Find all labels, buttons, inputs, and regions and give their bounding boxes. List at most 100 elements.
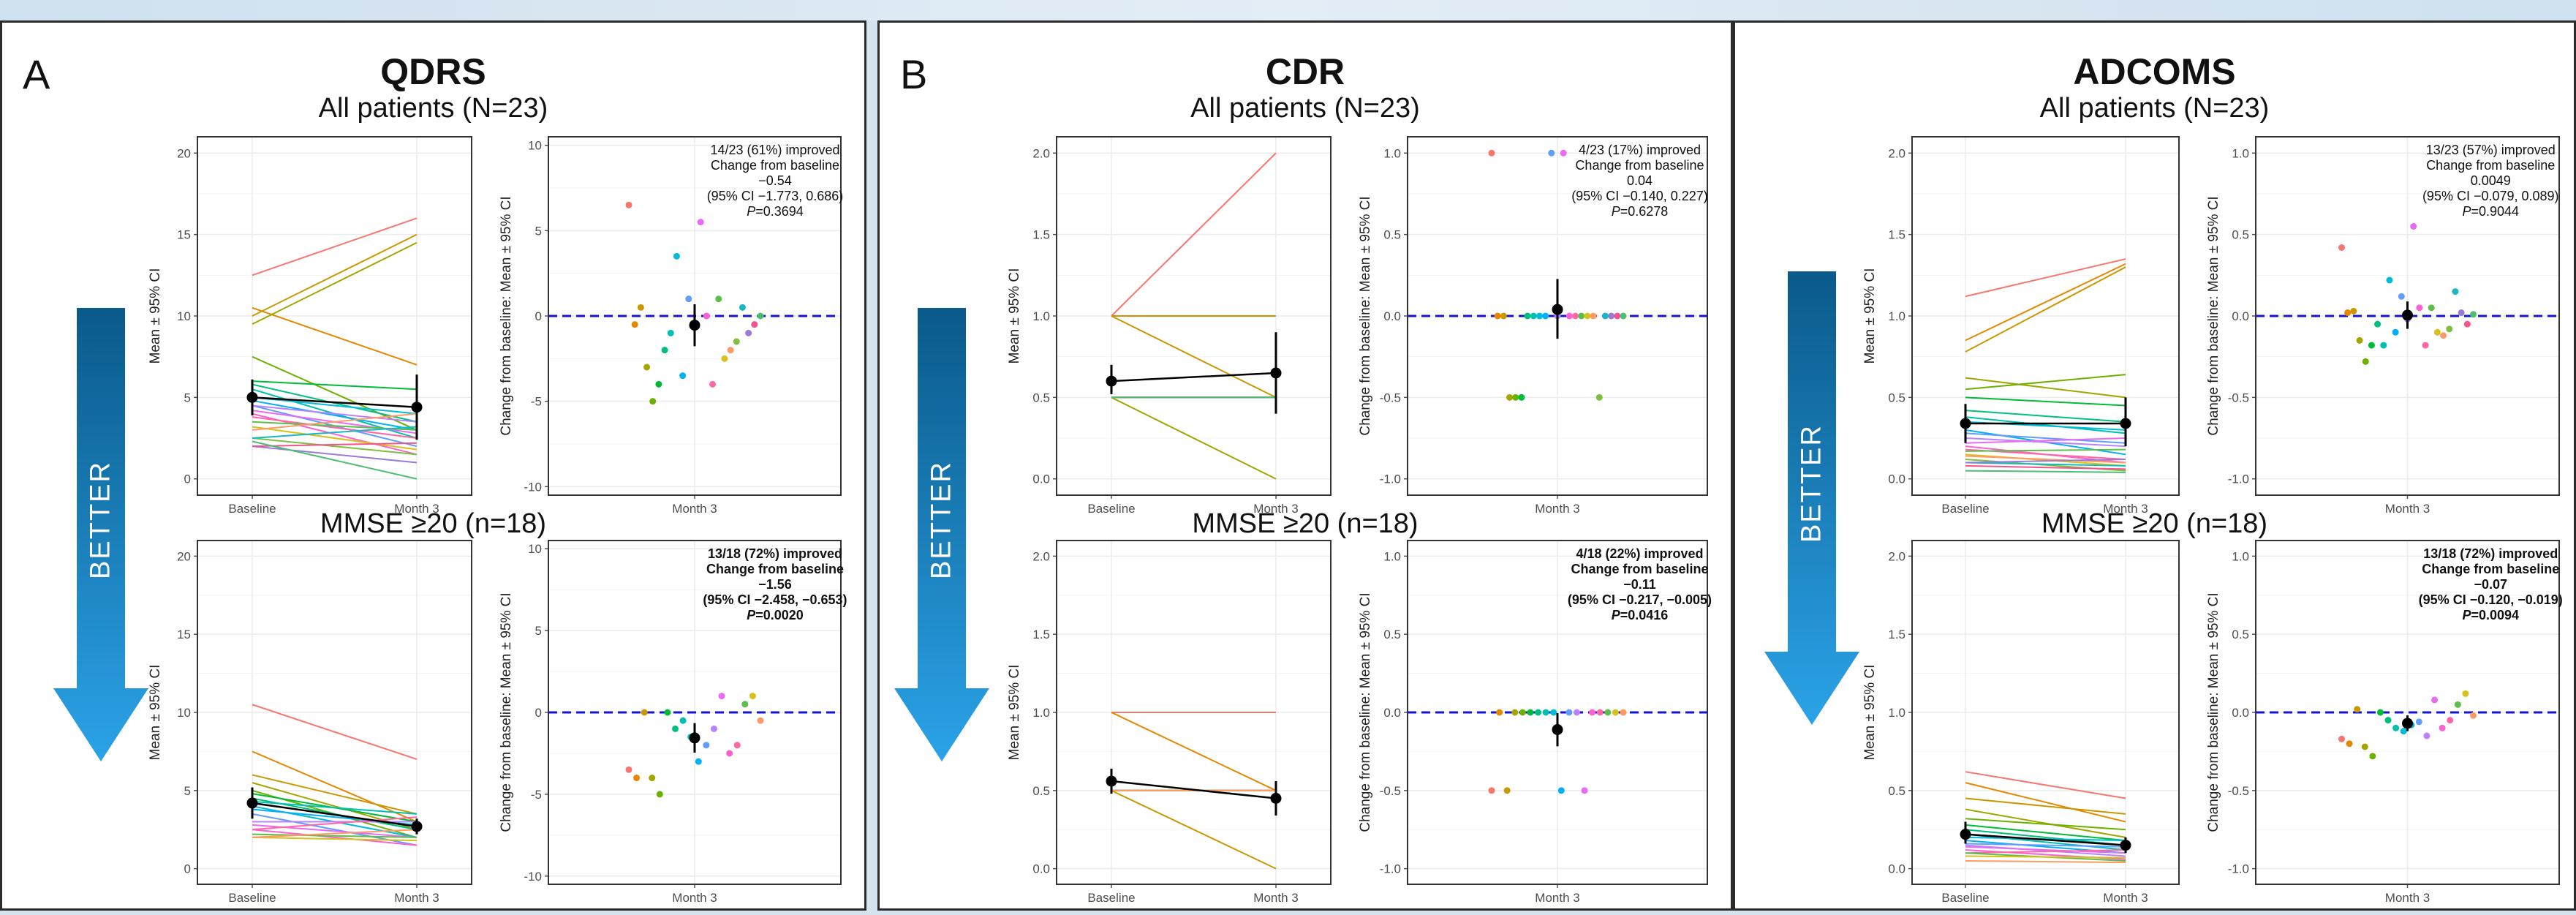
y-tick-label: 20 <box>177 146 191 160</box>
patient-point <box>2415 718 2422 726</box>
patient-line <box>252 833 418 838</box>
patient-point <box>1589 709 1596 716</box>
x-tick-label: Month 3 <box>2103 891 2148 905</box>
x-tick-label: Month 3 <box>2103 502 2148 516</box>
y-tick-label: 0 <box>184 862 191 876</box>
y-tick-label: -5 <box>531 788 542 802</box>
cdr-mmse-change-chart: -1.0 -0.5 0.0 0.5 1.0 Month 3 Change from base… <box>1358 540 1712 905</box>
y-tick-label: 0.5 <box>2232 228 2249 242</box>
patient-point <box>697 219 704 226</box>
patient-point <box>2392 328 2399 336</box>
patient-line <box>1965 849 2126 854</box>
patient-point <box>721 355 728 362</box>
qdrs-all-trajectory-chart: 0 5 10 15 20 Baseline Month 3 Mean ± 95% CI <box>148 136 472 516</box>
patient-line <box>1965 859 2126 864</box>
patient-point <box>641 709 648 716</box>
y-tick-label: 15 <box>177 628 191 641</box>
y-tick-label: 2.0 <box>1888 549 1905 563</box>
patient-point <box>2470 311 2477 318</box>
patient-line <box>252 437 418 456</box>
x-tick-label: Month 3 <box>672 891 717 905</box>
qdrs-mmse-change-chart: -10 -5 0 5 10 Month 3 Change from baseline: Me… <box>499 540 847 905</box>
patient-point <box>667 329 674 336</box>
patient-point <box>745 329 752 336</box>
y-tick-label: 10 <box>177 309 191 323</box>
patient-point <box>2447 717 2454 724</box>
y-tick-label: 1.0 <box>1888 706 1905 720</box>
mean-line <box>252 396 418 408</box>
patient-point <box>664 709 671 716</box>
patient-line <box>252 404 418 423</box>
patient-point <box>2416 304 2423 312</box>
patient-point <box>625 201 632 208</box>
patient-line <box>1965 843 2126 848</box>
y-tick-label: -1.0 <box>2228 862 2249 876</box>
patient-point <box>2433 328 2441 336</box>
patient-point <box>1604 709 1612 716</box>
stats-annotation: (95% CI −0.079, 0.089) <box>2422 189 2559 203</box>
p-value: =0.3694 <box>755 204 804 219</box>
y-tick-label: 1.0 <box>1888 309 1905 323</box>
y-tick-label: -0.5 <box>1380 784 1401 798</box>
patient-point <box>2398 293 2405 300</box>
x-tick-label: Baseline <box>1087 891 1135 905</box>
mean-point <box>1552 724 1563 735</box>
patient-point <box>2380 342 2387 349</box>
y-tick-label: -1.0 <box>2228 472 2249 486</box>
patient-point <box>715 295 722 303</box>
patient-line <box>1965 846 2126 854</box>
patient-point <box>2386 276 2393 284</box>
cdr-all-change-chart: -1.0 -0.5 0.0 0.5 1.0 Month 3 Change from base… <box>1358 136 1708 516</box>
y-tick-label: 0.5 <box>1383 628 1401 641</box>
patient-point <box>2410 223 2417 230</box>
y-axis-label: Change from baseline: Mean ± 95% CI <box>499 196 514 435</box>
adcoms-mmse-trajectory-chart: 0.0 0.5 1.0 1.5 2.0 Baseline Month 3 Mean ± 95%… <box>1862 540 2180 905</box>
y-axis-label: Change from baseline: Mean ± 95% CI <box>1358 592 1373 832</box>
patient-point <box>1542 312 1549 320</box>
patient-point <box>1572 312 1579 320</box>
patient-point <box>1578 312 1585 320</box>
mean-point <box>1270 793 1282 804</box>
figure-panel-cdr: B CDR All patients (N=23) MMSE ≥20 (n=18… <box>877 20 1733 911</box>
y-tick-label: 1.5 <box>1888 228 1905 242</box>
stats-annotation: (95% CI −0.217, −0.005) <box>1568 592 1712 607</box>
patient-point <box>2463 320 2471 328</box>
background-band <box>0 0 2576 20</box>
patient-line <box>252 355 418 431</box>
patient-point <box>757 312 764 320</box>
figure-panel-qdrs: A QDRS All patients (N=23) MMSE ≥20 (n=1… <box>0 20 866 911</box>
patient-line <box>1965 464 2126 470</box>
y-tick-label: 0.5 <box>1383 228 1401 242</box>
stats-annotation: 0.0049 <box>2471 173 2511 188</box>
patient-point <box>1548 149 1555 157</box>
patient-point <box>741 701 749 708</box>
x-tick-label: Month 3 <box>2385 891 2430 905</box>
patient-point <box>2458 309 2465 317</box>
stats-annotation: −0.11 <box>1623 577 1656 592</box>
y-tick-label: 0.0 <box>1032 472 1050 486</box>
y-tick-label: 2.0 <box>1032 146 1050 160</box>
patient-point <box>2368 342 2375 349</box>
mean-point <box>1552 304 1563 315</box>
patient-point <box>1560 149 1567 157</box>
patient-point <box>1536 312 1543 320</box>
patient-line <box>1965 470 2126 473</box>
y-tick-label: 2.0 <box>1032 549 1050 563</box>
better-label: BETTER <box>85 461 116 579</box>
patient-point <box>656 791 663 798</box>
patient-point <box>2338 735 2345 742</box>
patient-point <box>2452 288 2459 295</box>
adcoms-all-change-chart: -1.0 -0.5 0.0 0.5 1.0 Month 3 Change from base… <box>2206 136 2560 516</box>
patient-point <box>1601 312 1609 320</box>
stats-annotation: (95% CI −1.773, 0.686) <box>707 189 844 203</box>
y-tick-label: 1.5 <box>1032 628 1050 641</box>
patient-line <box>1965 808 2126 838</box>
y-tick-label: -1.0 <box>1380 862 1401 876</box>
patient-line <box>1965 416 2126 434</box>
patient-point <box>2376 709 2384 716</box>
y-tick-label: 1.5 <box>1888 628 1905 641</box>
panel-subtitle: All patients (N=23) <box>2039 93 2270 124</box>
stats-annotation: 14/23 (61%) improved <box>710 143 839 157</box>
patient-line <box>252 445 418 464</box>
group-title: MMSE ≥20 (n=18) <box>2041 508 2268 539</box>
